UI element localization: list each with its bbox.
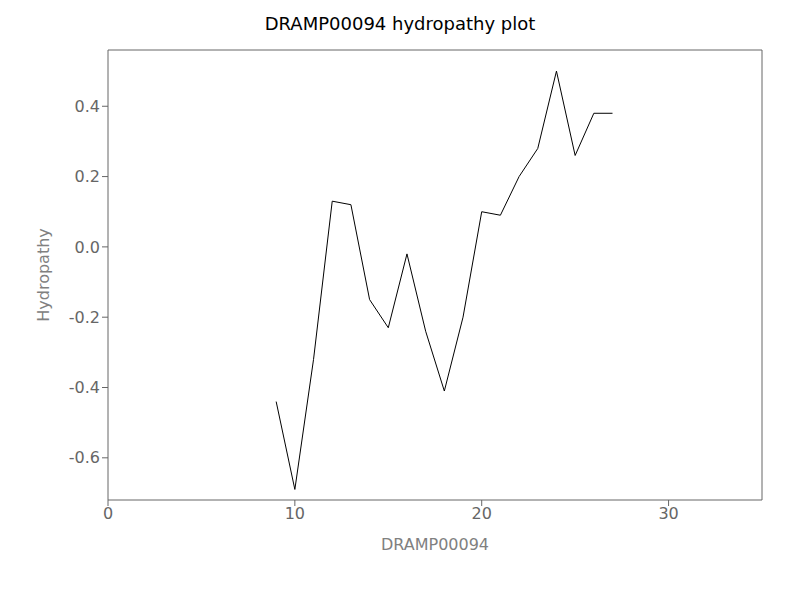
svg-text:0.2: 0.2 xyxy=(75,167,100,186)
svg-text:0.0: 0.0 xyxy=(75,238,100,257)
html-text:DRAMP00094 hydropathy plot: DRAMP00094 hydropathy plot xyxy=(264,13,536,34)
svg-text:0.4: 0.4 xyxy=(75,97,100,116)
svg-text:10: 10 xyxy=(285,504,305,523)
svg-text:-0.2: -0.2 xyxy=(69,308,100,327)
svg-text:-0.6: -0.6 xyxy=(69,448,100,467)
svg-text:30: 30 xyxy=(658,504,678,523)
svg-text:DRAMP00094: DRAMP00094 xyxy=(381,535,489,554)
svg-text:-0.4: -0.4 xyxy=(69,378,100,397)
svg-text:0: 0 xyxy=(103,504,113,523)
svg-text:Hydropathy: Hydropathy xyxy=(34,228,53,322)
svg-text:20: 20 xyxy=(472,504,492,523)
